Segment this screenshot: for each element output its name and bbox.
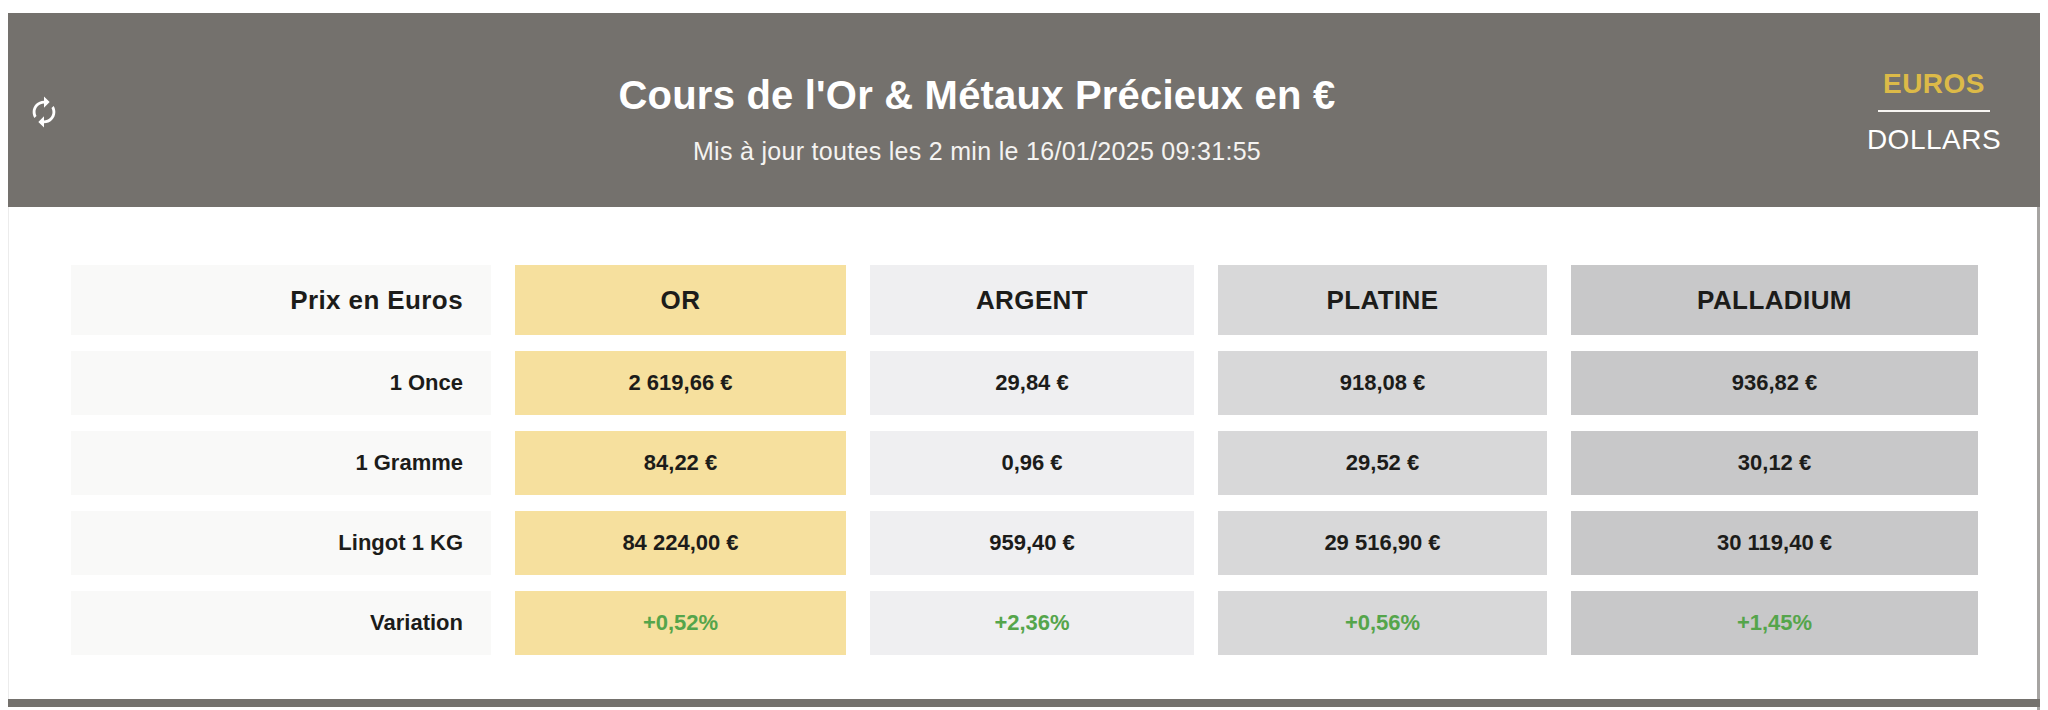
- row-label-lingot-1-kg: Lingot 1 KG: [71, 511, 491, 575]
- page-title: Cours de l'Or & Métaux Précieux en €: [100, 71, 1854, 119]
- cell-1-gramme-palladium: 30,12 €: [1571, 431, 1978, 495]
- cell-lingot-platine: 29 516,90 €: [1218, 511, 1547, 575]
- row-label-variation: Variation: [71, 591, 491, 655]
- right-edge-scroll-line[interactable]: [2037, 207, 2040, 710]
- corner-header-prix-en-euros: Prix en Euros: [71, 265, 491, 335]
- refresh-area: [8, 89, 100, 131]
- last-updated-text: Mis à jour toutes les 2 min le 16/01/202…: [100, 135, 1854, 167]
- cell-variation-platine: +0,56%: [1218, 591, 1547, 655]
- cell-variation-or: +0,52%: [515, 591, 846, 655]
- cell-1-gramme-platine: 29,52 €: [1218, 431, 1547, 495]
- currency-toggle: EUROS DOLLARS: [1854, 64, 2014, 156]
- cell-1-gramme-or: 84,22 €: [515, 431, 846, 495]
- cell-1-once-argent: 29,84 €: [870, 351, 1194, 415]
- cell-1-once-platine: 918,08 €: [1218, 351, 1547, 415]
- header-titles: Cours de l'Or & Métaux Précieux en € Mis…: [100, 53, 1854, 167]
- cell-variation-palladium: +1,45%: [1571, 591, 1978, 655]
- column-header-palladium: PALLADIUM: [1571, 265, 1978, 335]
- cell-1-once-palladium: 936,82 €: [1571, 351, 1978, 415]
- refresh-sync-icon: [27, 95, 61, 132]
- currency-option-euros[interactable]: EUROS: [1883, 68, 1985, 100]
- prices-card: Prix en Euros OR ARGENT PLATINE PALLADIU…: [8, 207, 2040, 699]
- cell-variation-argent: +2,36%: [870, 591, 1194, 655]
- next-section-top-edge: [8, 699, 2040, 707]
- cell-1-gramme-argent: 0,96 €: [870, 431, 1194, 495]
- toggle-divider: [1878, 110, 1990, 112]
- column-header-or: OR: [515, 265, 846, 335]
- row-label-1-gramme: 1 Gramme: [71, 431, 491, 495]
- prices-table: Prix en Euros OR ARGENT PLATINE PALLADIU…: [71, 265, 1978, 655]
- refresh-button[interactable]: [26, 95, 62, 131]
- cell-lingot-palladium: 30 119,40 €: [1571, 511, 1978, 575]
- cell-1-once-or: 2 619,66 €: [515, 351, 846, 415]
- currency-option-dollars[interactable]: DOLLARS: [1867, 124, 2001, 156]
- column-header-platine: PLATINE: [1218, 265, 1547, 335]
- cell-lingot-or: 84 224,00 €: [515, 511, 846, 575]
- cell-lingot-argent: 959,40 €: [870, 511, 1194, 575]
- row-label-1-once: 1 Once: [71, 351, 491, 415]
- column-header-argent: ARGENT: [870, 265, 1194, 335]
- widget-frame: Cours de l'Or & Métaux Précieux en € Mis…: [8, 13, 2040, 710]
- header-band: Cours de l'Or & Métaux Précieux en € Mis…: [8, 13, 2040, 207]
